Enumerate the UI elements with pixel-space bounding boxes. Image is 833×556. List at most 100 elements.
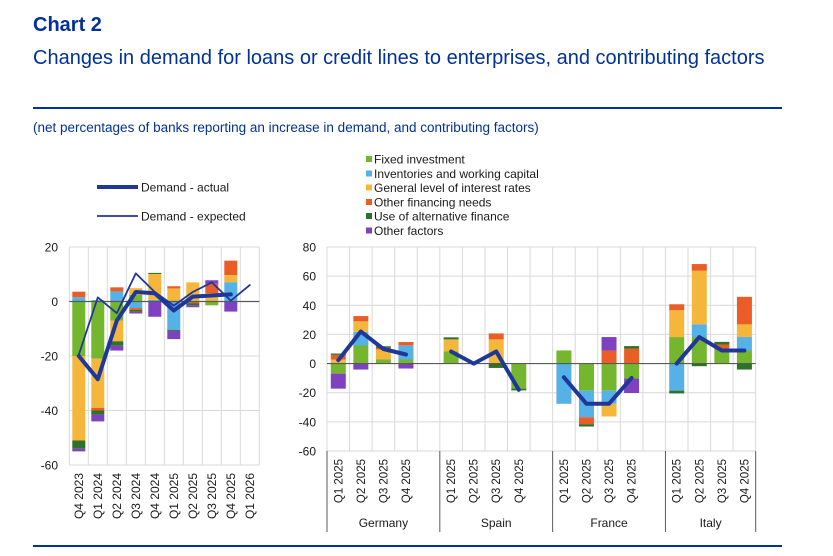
- y-tick-label: -60: [41, 459, 59, 473]
- y-tick-label: 0: [51, 295, 58, 309]
- x-tick-label: Q2 2025: [581, 459, 593, 503]
- x-tick-label: Q3 2025: [378, 459, 390, 503]
- bar-segment-series-3: [736, 296, 752, 325]
- legend-label: Use of alternative finance: [374, 210, 510, 224]
- legend-item: Other factors: [366, 224, 443, 238]
- bar-stack: [736, 296, 752, 370]
- x-tick-label: Q2 2025: [356, 459, 368, 503]
- legend-swatch: [366, 227, 372, 234]
- bar-segment-series-2: [224, 275, 238, 283]
- y-tick-label: -40: [299, 415, 317, 429]
- bar-segment-series-4: [129, 309, 143, 312]
- bar-segment-series-0: [91, 301, 105, 359]
- bar-segment-series-4: [148, 272, 162, 274]
- bar-segment-series-3: [129, 308, 143, 310]
- bar-stack: [556, 350, 572, 404]
- x-tick-label: Q3 2024: [129, 473, 143, 519]
- demand-actual-line-germany: [336, 329, 408, 363]
- bar-segment-series-5: [129, 311, 143, 314]
- bar-segment-series-1: [129, 301, 143, 309]
- bar-segment-series-2: [736, 324, 752, 338]
- bar-segment-series-3: [691, 264, 707, 271]
- bar-segment-series-4: [443, 337, 459, 340]
- bar-stack: [72, 291, 86, 452]
- bar-segment-series-4: [167, 329, 181, 331]
- x-tick-label: Q4 2025: [627, 459, 639, 503]
- bar-segment-series-0: [511, 363, 527, 389]
- bar-stack: [167, 286, 181, 340]
- legend-item: Other financing needs: [366, 196, 491, 210]
- legend-swatch: [366, 184, 372, 191]
- bar-segment-series-0: [353, 345, 369, 364]
- demand-actual-line: [76, 290, 233, 382]
- legend-swatch: [366, 156, 372, 162]
- bar-segment-series-5: [330, 373, 346, 389]
- y-tick-label: 80: [303, 241, 317, 255]
- legend-demand-actual-label: Demand - actual: [141, 181, 229, 195]
- bar-segment-series-0: [375, 359, 391, 364]
- bar-segment-series-3: [91, 407, 105, 411]
- x-tick-label: Q1 2024: [91, 473, 105, 519]
- legend-item: Use of alternative finance: [366, 210, 510, 224]
- bar-segment-series-5: [224, 301, 238, 312]
- bar-segment-series-4: [330, 353, 346, 355]
- y-tick-label: 60: [303, 270, 317, 284]
- legend-item: General level of interest rates: [366, 181, 531, 195]
- y-tick-label: 0: [309, 357, 316, 371]
- bar-segment-series-0: [624, 363, 640, 379]
- demand-actual-line-spain: [449, 349, 521, 392]
- bar-segment-series-4: [488, 363, 504, 368]
- bar-segment-series-1: [556, 363, 572, 404]
- bar-segment-series-3: [167, 286, 181, 289]
- x-tick-label: Q3 2025: [205, 473, 219, 519]
- bar-segment-series-1: [148, 299, 162, 302]
- bar-segment-series-2: [669, 310, 685, 338]
- bar-segment-series-5: [398, 363, 414, 369]
- x-tick-label: Q1 2025: [672, 459, 684, 503]
- bar-segment-series-1: [736, 337, 752, 351]
- legend-swatch: [366, 199, 372, 205]
- x-tick-label: Q2 2024: [110, 473, 124, 519]
- legend-label: Other factors: [374, 224, 443, 238]
- legend-swatch: [366, 170, 372, 177]
- x-tick-label: Q2 2025: [694, 459, 706, 503]
- x-tick-label: Q2 2025: [469, 459, 481, 503]
- bar-segment-series-1: [691, 324, 707, 338]
- x-tick-label: Q4 2025: [224, 473, 238, 519]
- bar-segment-series-3: [110, 287, 124, 292]
- legend-demand-expected-label: Demand - expected: [141, 210, 246, 224]
- bar-segment-series-5: [186, 305, 200, 308]
- bar-segment-series-3: [224, 260, 238, 276]
- bar-stack: [353, 316, 369, 370]
- left-chart-euro-area: 20 0 -20 -40 -60 Q4 2023 Q1 2024 Q2 2024 Q3 2024…: [41, 241, 260, 519]
- x-tick-label: Q1 2025: [333, 459, 345, 503]
- x-tick-label: Q4 2023: [72, 473, 86, 519]
- bar-segment-series-3: [601, 350, 617, 364]
- bar-segment-series-3: [624, 348, 640, 364]
- bar-segment-series-0: [398, 359, 414, 364]
- bar-segment-series-3: [488, 333, 504, 340]
- bar-stack: [669, 304, 685, 394]
- y-tick-label: 40: [303, 299, 317, 313]
- bar-segment-series-5: [148, 301, 162, 317]
- x-tick-label: Q3 2025: [717, 459, 729, 503]
- legend-label: Other financing needs: [374, 196, 491, 210]
- bar-segment-series-4: [91, 410, 105, 415]
- demand-actual-line-italy: [674, 335, 747, 366]
- bar-segment-series-0: [578, 363, 594, 391]
- bar-segment-series-5: [601, 337, 617, 351]
- group-label-germany: Germany: [359, 516, 408, 530]
- bar-segment-series-4: [714, 341, 730, 345]
- x-tick-label: Q1 2025: [559, 459, 571, 503]
- bar-segment-series-0: [714, 349, 730, 364]
- x-tick-label: Q4 2024: [148, 473, 162, 519]
- bar-segment-series-3: [669, 304, 685, 311]
- group-label-spain: Spain: [481, 516, 512, 530]
- bar-segment-series-2: [375, 349, 391, 360]
- bar-segment-series-0: [129, 294, 143, 302]
- legend-label: Fixed investment: [374, 153, 465, 167]
- y-tick-label: -20: [299, 386, 317, 400]
- bar-segment-series-4: [110, 341, 124, 346]
